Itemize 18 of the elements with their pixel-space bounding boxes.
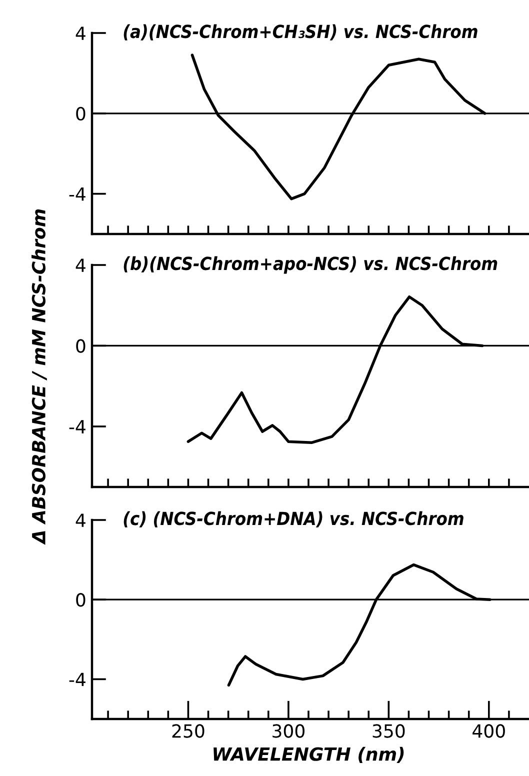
- y-tick-label: -4: [69, 187, 86, 201]
- y-tick-label: 4: [76, 258, 86, 272]
- y-tick-label: 0: [76, 339, 86, 353]
- y-tick-label: 0: [76, 593, 86, 607]
- x-tick-label: 300: [272, 724, 304, 738]
- x-tick-label: 400: [472, 724, 505, 738]
- y-tick-label: 4: [76, 514, 86, 527]
- y-tick-label: 4: [76, 26, 86, 40]
- chart-title: (a)(NCS-Chrom+CH₃SH) vs. NCS-Chrom: [124, 24, 478, 40]
- x-tick-label: 250: [172, 724, 204, 738]
- x-tick-label: 350: [372, 724, 405, 738]
- x-axis-title: WAVELENGTH (nm): [214, 746, 404, 763]
- y-tick-label: -4: [69, 672, 86, 686]
- y-axis-title: Δ ABSORBANCE / mM NCS-Chrom: [32, 209, 47, 545]
- y-tick-label: 0: [76, 106, 86, 121]
- chart-title: (c) (NCS-Chrom+DNA) vs. NCS-Chrom: [124, 511, 464, 528]
- y-tick-label: -4: [69, 420, 86, 434]
- chart-title: (b)(NCS-Chrom+apo-NCS) vs. NCS-Chrom: [124, 256, 498, 274]
